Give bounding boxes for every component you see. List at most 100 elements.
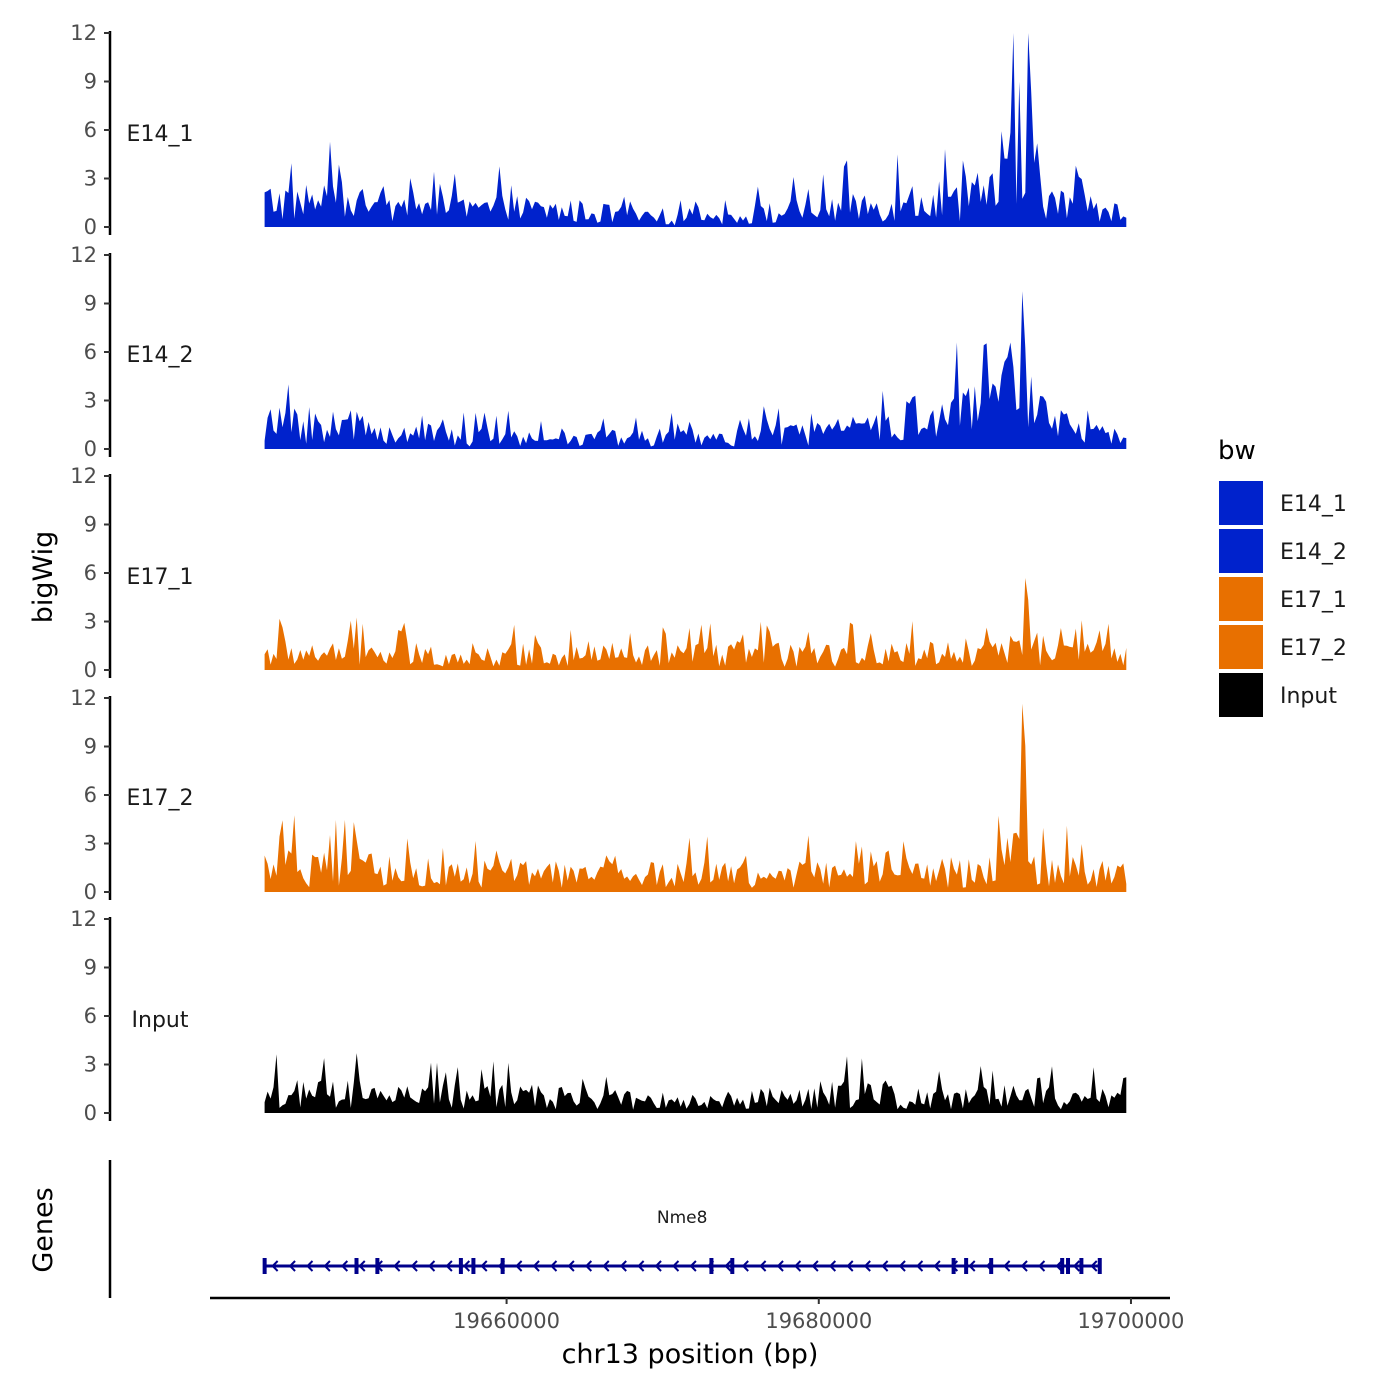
exon-mark (1066, 1258, 1071, 1274)
y-tick-label: 3 (84, 832, 97, 856)
strand-arrow (515, 1260, 523, 1272)
strand-arrow (462, 1260, 471, 1272)
y-tick-label: 3 (84, 167, 97, 191)
strand-arrow (358, 1260, 366, 1272)
y-tick-label: 0 (84, 437, 97, 461)
exon-mark (989, 1258, 994, 1274)
gene-label: Nme8 (657, 1208, 708, 1228)
track-e17-1: 0 3 6 9 12 E17_1 (70, 464, 1127, 682)
strand-arrow (881, 1260, 889, 1272)
exon-mark (375, 1258, 380, 1274)
strand-arrow (672, 1260, 680, 1272)
legend-swatch (1219, 625, 1263, 669)
y-tick-label: 12 (70, 907, 97, 931)
coverage-area (264, 33, 1127, 227)
genes-track-label: Genes (28, 1187, 59, 1272)
strand-arrow (428, 1260, 436, 1272)
strand-arrow (619, 1260, 627, 1272)
strand-arrow (1038, 1260, 1046, 1272)
strand-arrow (410, 1260, 418, 1272)
exon-mark (1079, 1258, 1084, 1274)
track-label: E14_1 (127, 122, 194, 147)
legend-swatch (1219, 577, 1263, 621)
y-axis-title: bigWig (28, 531, 59, 624)
legend-swatch (1219, 529, 1263, 573)
strand-arrow (828, 1260, 837, 1272)
exon-mark (1097, 1258, 1102, 1274)
y-tick-label: 9 (84, 70, 97, 94)
legend: bw E14_1 E14_2 E17_1 E17_2 Input (1218, 436, 1347, 717)
strand-arrow (863, 1260, 871, 1272)
strand-arrow (584, 1260, 593, 1272)
strand-arrow (637, 1260, 645, 1272)
exon-mark (964, 1258, 969, 1274)
strand-arrow (288, 1260, 296, 1272)
strand-arrow (480, 1260, 488, 1272)
y-tick-label: 9 (84, 292, 97, 316)
strand-arrow (654, 1260, 662, 1272)
strand-arrow (306, 1260, 314, 1272)
y-tick-label: 6 (84, 340, 97, 364)
x-tick-label: 19660000 (453, 1309, 560, 1333)
y-tick-label: 12 (70, 243, 97, 267)
strand-arrow (741, 1260, 749, 1272)
y-tick-label: 0 (84, 658, 97, 682)
track-e14-2: 0 3 6 9 12 E14_2 (70, 243, 1127, 461)
strand-arrow (1003, 1260, 1011, 1272)
legend-label: Input (1280, 684, 1337, 709)
strand-arrow (811, 1260, 819, 1272)
track-label: E17_2 (127, 786, 194, 811)
y-tick-label: 9 (84, 956, 97, 980)
legend-label: E17_2 (1280, 636, 1347, 661)
y-tick-label: 12 (70, 464, 97, 488)
coverage-area (264, 578, 1127, 670)
y-tick-label: 0 (84, 1101, 97, 1125)
strand-arrow (759, 1260, 767, 1272)
track-label: E17_1 (127, 565, 194, 590)
strand-arrow (968, 1260, 976, 1272)
y-tick-label: 6 (84, 783, 97, 807)
strand-arrow (445, 1260, 453, 1272)
strand-arrow (689, 1260, 697, 1272)
legend-label: E14_1 (1280, 492, 1347, 517)
strand-arrow (550, 1260, 558, 1272)
y-tick-label: 9 (84, 513, 97, 537)
strand-arrow (776, 1260, 784, 1272)
y-tick-label: 9 (84, 735, 97, 759)
strand-arrow (567, 1260, 575, 1272)
exon-mark (951, 1258, 956, 1274)
exon-mark (471, 1258, 476, 1274)
exon-mark (458, 1258, 463, 1274)
y-tick-label: 3 (84, 610, 97, 634)
legend-label: E14_2 (1280, 540, 1347, 565)
strand-arrow (393, 1260, 401, 1272)
y-tick-label: 3 (84, 1053, 97, 1077)
strand-arrow (602, 1260, 610, 1272)
strand-arrow (532, 1260, 540, 1272)
strand-arrow (340, 1260, 349, 1272)
exon-mark (500, 1258, 505, 1274)
y-tick-label: 6 (84, 1004, 97, 1028)
track-e14-1: 0 3 6 9 12 E14_1 (70, 21, 1127, 239)
y-tick-label: 0 (84, 880, 97, 904)
exon-mark (709, 1258, 714, 1274)
legend-label: E17_1 (1280, 588, 1347, 613)
exon-mark (262, 1258, 267, 1274)
strand-arrow (271, 1260, 279, 1272)
strand-arrow (794, 1260, 802, 1272)
strand-arrow (1020, 1260, 1028, 1272)
strand-arrow (846, 1260, 854, 1272)
track-input: 0 3 6 9 12 Input (70, 907, 1127, 1125)
strand-arrow (724, 1260, 732, 1272)
x-axis: 19660000 19680000 19700000 (210, 1296, 1185, 1333)
coverage-area (264, 703, 1127, 892)
y-tick-label: 12 (70, 21, 97, 45)
coverage-area (264, 291, 1127, 449)
y-tick-label: 6 (84, 118, 97, 142)
track-e17-2: 0 3 6 9 12 E17_2 (70, 686, 1127, 904)
x-tick-label: 19700000 (1078, 1309, 1185, 1333)
y-tick-label: 3 (84, 389, 97, 413)
x-tick-label: 19680000 (765, 1309, 872, 1333)
strand-arrow (1090, 1260, 1098, 1272)
